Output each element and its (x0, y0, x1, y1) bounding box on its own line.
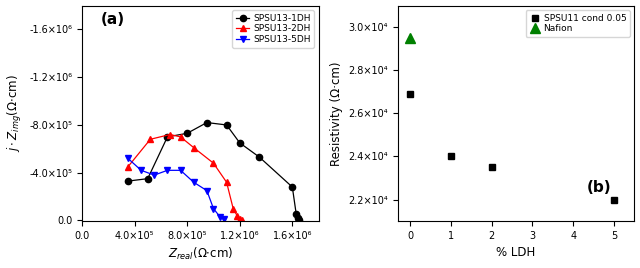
SPSU13-5DH (220, 218, 228, 221)
SPSU13-1DH (203, 121, 211, 124)
SPSU13-1DH (289, 185, 296, 189)
Line: SPSU13-2DH: SPSU13-2DH (125, 131, 246, 223)
SPSU13-1DH (294, 217, 301, 220)
Y-axis label: $j\cdot Z_{img}$($\Omega$$\cdot$cm): $j\cdot Z_{img}$($\Omega$$\cdot$cm) (6, 75, 24, 152)
Line: SPSU13-5DH: SPSU13-5DH (125, 155, 227, 222)
SPSU13-5DH (177, 169, 184, 172)
SPSU13-2DH (166, 133, 174, 136)
SPSU13-5DH (164, 169, 172, 172)
SPSU13-2DH (223, 181, 230, 184)
SPSU13-5DH (138, 169, 145, 172)
SPSU11 cond 0.05 (406, 92, 414, 95)
SPSU13-1DH (144, 177, 152, 180)
Line: SPSU13-1DH: SPSU13-1DH (125, 120, 302, 223)
SPSU13-5DH (210, 207, 218, 210)
Legend: SPSU11 cond 0.05, Nafion: SPSU11 cond 0.05, Nafion (525, 10, 630, 37)
SPSU13-1DH (223, 123, 230, 126)
SPSU13-2DH (147, 138, 154, 141)
Legend: SPSU13-1DH, SPSU13-2DH, SPSU13-5DH: SPSU13-1DH, SPSU13-2DH, SPSU13-5DH (232, 10, 314, 48)
Line: SPSU11 cond 0.05: SPSU11 cond 0.05 (406, 90, 618, 203)
SPSU13-2DH (239, 218, 246, 221)
SPSU13-2DH (177, 135, 184, 139)
SPSU13-5DH (203, 189, 211, 192)
SPSU13-1DH (255, 156, 263, 159)
X-axis label: % LDH: % LDH (497, 246, 536, 259)
SPSU13-5DH (150, 173, 158, 177)
SPSU13-1DH (124, 180, 132, 183)
X-axis label: $Z_{real}$($\Omega$$\cdot$cm): $Z_{real}$($\Omega$$\cdot$cm) (168, 246, 233, 262)
SPSU13-1DH (183, 132, 191, 135)
SPSU13-2DH (124, 165, 132, 168)
SPSU13-1DH (292, 213, 300, 216)
SPSU13-2DH (233, 214, 241, 217)
SPSU11 cond 0.05 (447, 155, 454, 158)
SPSU13-5DH (124, 157, 132, 160)
Y-axis label: Resistivity (Ω·cm): Resistivity (Ω·cm) (330, 61, 343, 166)
SPSU13-2DH (236, 218, 244, 221)
SPSU13-1DH (236, 141, 244, 144)
SPSU13-2DH (229, 207, 237, 210)
SPSU13-1DH (295, 218, 303, 221)
SPSU13-1DH (164, 135, 172, 139)
Text: (a): (a) (101, 12, 125, 27)
SPSU13-5DH (190, 181, 198, 184)
SPSU13-2DH (210, 162, 218, 165)
SPSU13-5DH (216, 215, 224, 218)
SPSU11 cond 0.05 (610, 198, 618, 201)
SPSU13-2DH (190, 146, 198, 149)
Text: (b): (b) (587, 180, 612, 195)
SPSU11 cond 0.05 (488, 166, 495, 169)
